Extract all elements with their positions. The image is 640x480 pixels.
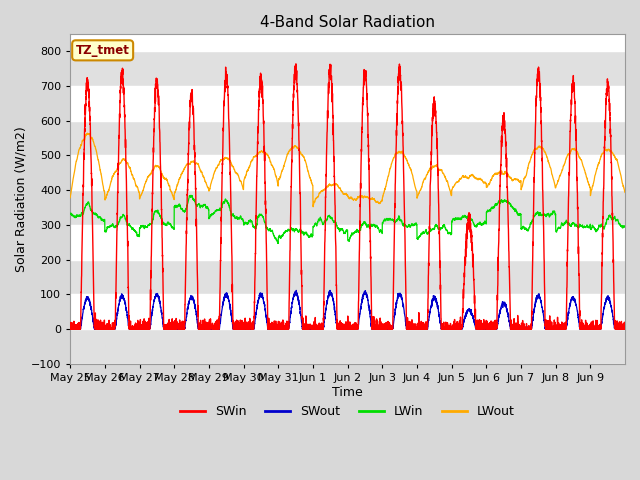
Y-axis label: Solar Radiation (W/m2): Solar Radiation (W/m2) <box>15 126 28 272</box>
Bar <box>70 190 625 225</box>
Bar <box>70 51 625 86</box>
Bar <box>70 329 625 364</box>
Bar <box>70 260 625 294</box>
Text: TZ_tmet: TZ_tmet <box>76 44 130 57</box>
Bar <box>70 121 625 156</box>
Title: 4-Band Solar Radiation: 4-Band Solar Radiation <box>260 15 435 30</box>
X-axis label: Time: Time <box>332 385 363 398</box>
Legend: SWin, SWout, LWin, LWout: SWin, SWout, LWin, LWout <box>175 400 520 423</box>
